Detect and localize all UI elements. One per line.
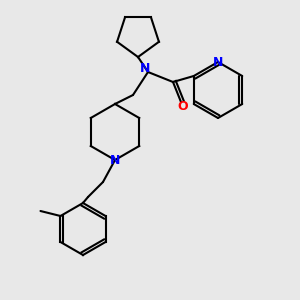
Text: N: N (140, 62, 150, 76)
Text: O: O (178, 100, 188, 113)
Text: N: N (213, 56, 223, 68)
Text: N: N (110, 154, 120, 166)
